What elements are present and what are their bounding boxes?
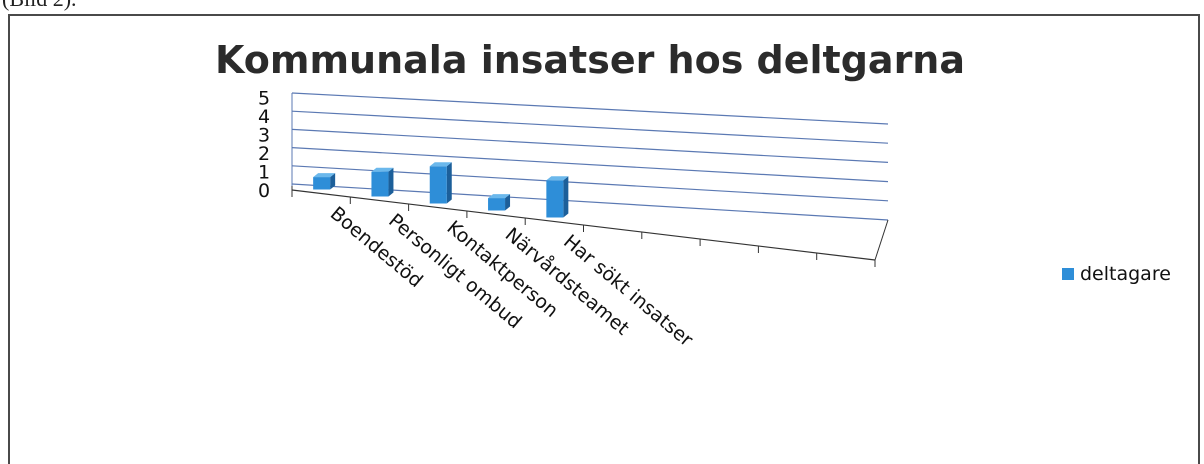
bars (313, 162, 569, 218)
caption-fragment: (Bild 2). (2, 0, 77, 12)
bar-top (488, 194, 511, 199)
bar-top (313, 173, 336, 178)
legend: deltagare (1062, 263, 1171, 285)
legend-label: deltagare (1080, 263, 1171, 285)
bar-front (429, 166, 447, 204)
bar-top (429, 162, 452, 167)
bar-side (330, 173, 336, 190)
bar-top (546, 176, 569, 181)
bar (488, 194, 511, 211)
chart-title: Kommunala insatser hos deltgarna (214, 38, 966, 82)
y-tick-label: 0 (258, 180, 270, 202)
y-tick-label: 1 (258, 162, 270, 184)
bar-front (546, 180, 564, 218)
bar (546, 176, 569, 218)
chart-frame (8, 14, 1200, 464)
bar-top (371, 167, 394, 172)
gridline (291, 128, 889, 163)
y-tick-label: 5 (258, 88, 270, 110)
gridline (291, 110, 889, 144)
bar-side (505, 194, 511, 211)
gridlines (291, 92, 889, 267)
bar-side (563, 176, 569, 218)
bar-front (488, 198, 506, 211)
bar (371, 167, 394, 197)
y-tick-label: 2 (258, 143, 270, 165)
bar-front (313, 177, 331, 190)
y-tick-label: 4 (258, 106, 270, 128)
bar-front (371, 171, 389, 197)
bar (313, 173, 336, 190)
bar-side (388, 167, 394, 197)
bar-side (446, 162, 452, 204)
legend-swatch (1062, 268, 1074, 280)
bar (429, 162, 452, 204)
floor-right-edge (874, 219, 889, 261)
y-tick-label: 3 (258, 125, 270, 147)
gridline (291, 147, 889, 183)
gridline (291, 92, 889, 125)
